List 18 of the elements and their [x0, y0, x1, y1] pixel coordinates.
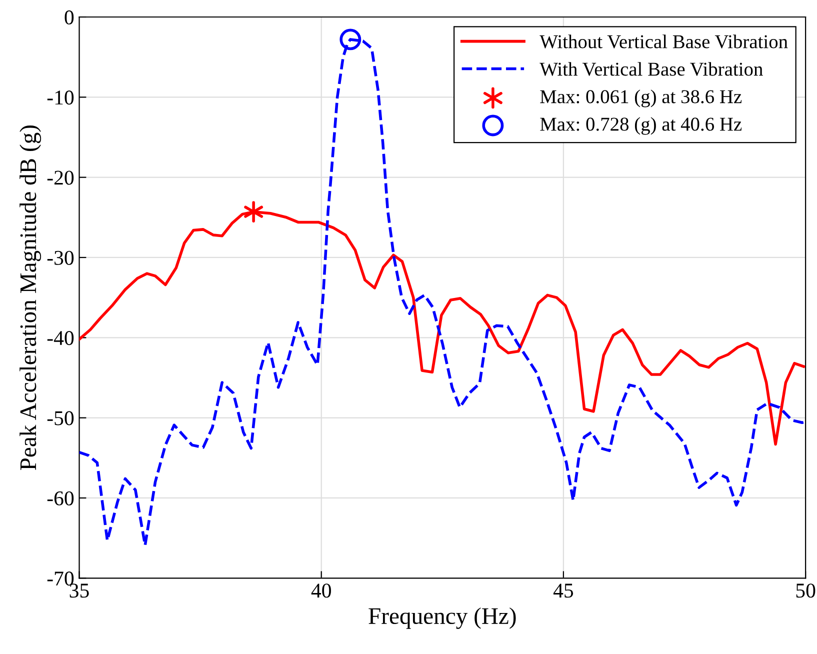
- x-tick-label: 35: [70, 584, 89, 598]
- y-tick-label: -10: [47, 90, 74, 105]
- y-tick-label: -20: [47, 170, 74, 185]
- legend-label: Without Vertical Base Vibration: [540, 34, 788, 48]
- legend-label: Max: 0.728 (g) at 40.6 Hz: [540, 117, 742, 135]
- y-axis-title: Peak Acceleration Magnitude dB (g): [20, 126, 42, 470]
- y-tick-label: -30: [47, 250, 74, 265]
- x-tick-label: 40: [311, 584, 331, 598]
- legend-label: With Vertical Base Vibration: [540, 62, 763, 76]
- y-tick-label: 0: [64, 10, 74, 24]
- legend-label: Max: 0.061 (g) at 38.6 Hz: [540, 90, 742, 108]
- y-tick-label: -40: [47, 331, 74, 346]
- x-axis-title: Frequency (Hz): [368, 607, 516, 629]
- y-tick-label: -70: [47, 572, 74, 586]
- y-tick-label: -60: [47, 491, 74, 506]
- x-tick-label: 50: [796, 584, 816, 598]
- y-tick-label: -50: [47, 411, 74, 426]
- x-tick-label: 45: [553, 584, 574, 598]
